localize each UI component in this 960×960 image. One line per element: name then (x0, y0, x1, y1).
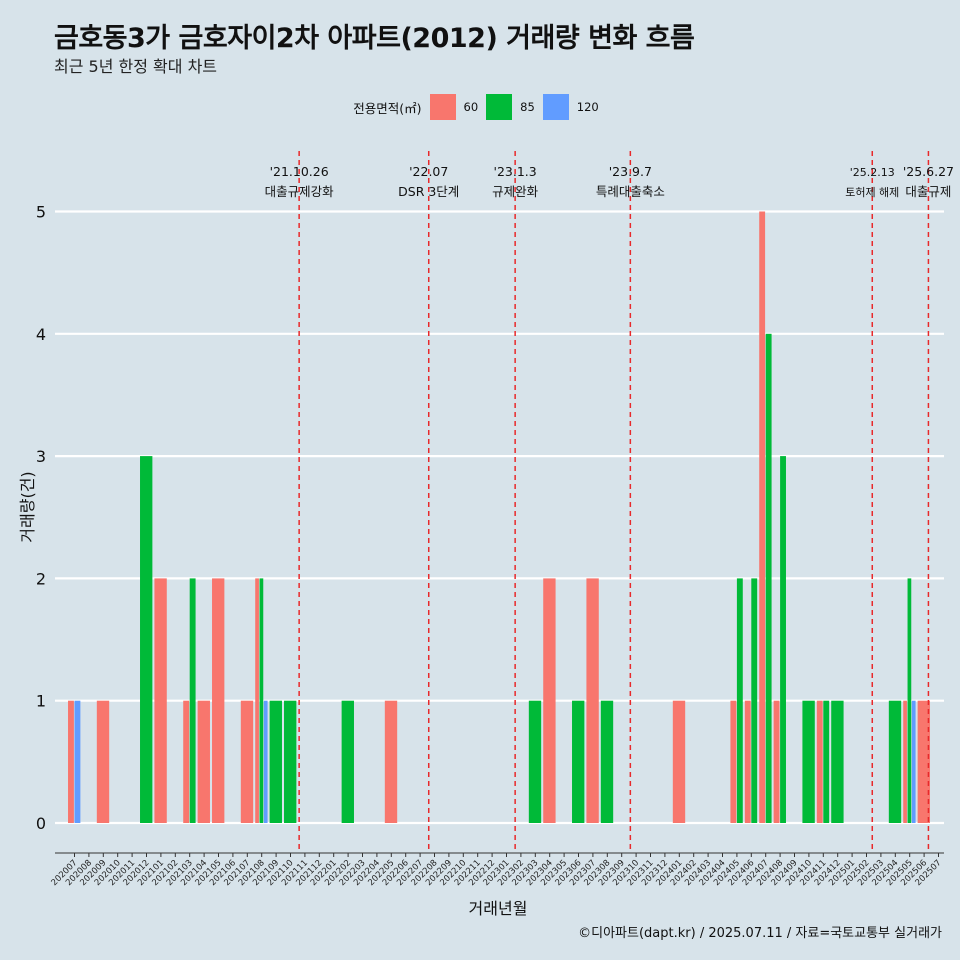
event-label: 규제완화 (492, 184, 539, 199)
bar-60-202007 (68, 700, 74, 823)
event-label: 토허제 해제 (845, 185, 899, 199)
legend-key-120 (542, 94, 569, 120)
bar-60-202103 (183, 700, 190, 823)
bar-120-202505 (911, 700, 916, 823)
bar-85-202108 (259, 578, 264, 823)
bar-60-202205 (384, 700, 398, 823)
legend-item-60: 60 (429, 94, 479, 120)
bar-60-202108 (255, 578, 259, 823)
event-date: '23.9.7 (609, 164, 652, 179)
bar-85-202412 (831, 700, 844, 823)
event-label: 대출규제 (905, 184, 951, 199)
bar-85-202308 (600, 700, 614, 823)
bar-60-202304 (543, 578, 556, 823)
event-label: DSR 3단계 (398, 184, 459, 199)
event-date: '21.10.26 (270, 164, 329, 179)
event-date: '23.1.3 (494, 164, 537, 179)
bar-60-202307 (586, 578, 599, 823)
legend-key-60 (429, 94, 456, 120)
legend: 전용면적(㎡) 60 85 120 (0, 93, 960, 121)
legend-label-85: 85 (520, 100, 535, 114)
bar-60-202104 (197, 700, 210, 823)
bar-60-202406 (744, 700, 751, 823)
bar-85-202411 (823, 700, 830, 823)
y-tick-label: 1 (36, 692, 46, 711)
legend-item-120: 120 (542, 94, 599, 120)
bar-60-202408 (773, 700, 780, 823)
bar-85-202103 (189, 578, 196, 823)
legend-title: 전용면적(㎡) (353, 100, 422, 116)
y-tick-label: 3 (36, 447, 46, 466)
bar-60-202105 (212, 578, 225, 823)
y-axis-title: 거래량(건) (18, 471, 37, 542)
bar-120-202108 (263, 700, 268, 823)
legend-label-120: 120 (576, 100, 599, 114)
chart-subtitle: 최근 5년 한정 확대 차트 (54, 57, 218, 76)
bar-85-202408 (780, 456, 786, 823)
bar-85-202110 (284, 700, 297, 823)
bar-60-202009 (96, 700, 110, 823)
bar-85-202109 (269, 700, 282, 823)
bar-85-202405 (736, 578, 743, 823)
bar-85-202410 (802, 700, 815, 823)
event-date: '22.07 (409, 164, 448, 179)
bar-85-202406 (751, 578, 758, 823)
event-date: '25.2.13 (850, 166, 895, 179)
legend-key-85 (486, 94, 513, 120)
bar-85-202303 (528, 700, 542, 823)
bar-60-202506 (917, 700, 930, 823)
legend-label-60: 60 (463, 100, 479, 114)
y-tick-label: 2 (36, 569, 46, 588)
bar-85-202012 (140, 456, 153, 823)
bar-60-202401 (672, 700, 686, 823)
bar-120-202007 (74, 700, 81, 823)
x-axis-title: 거래년월 (469, 899, 528, 918)
chart-title: 금호동3가 금호자이2차 아파트(2012) 거래량 변화 흐름 (54, 23, 695, 54)
bar-60-202101 (154, 578, 167, 823)
y-tick-label: 5 (36, 203, 46, 222)
y-tick-label: 0 (36, 814, 46, 833)
bar-85-202505 (907, 578, 912, 823)
event-label: 특례대출축소 (596, 184, 665, 199)
bar-60-202411 (816, 700, 823, 823)
legend-item-85: 85 (486, 94, 535, 120)
y-tick-label: 4 (36, 325, 46, 344)
bar-60-202107 (240, 700, 254, 823)
bar-85-202407 (765, 333, 772, 823)
bar-85-202306 (572, 700, 585, 823)
bar-85-202504 (888, 700, 902, 823)
event-label: 대출규제강화 (265, 184, 335, 199)
event-date: '25.6.27 (903, 164, 954, 179)
bar-85-202202 (341, 700, 354, 823)
bar-60-202405 (730, 700, 737, 823)
bar-60-202505 (903, 700, 907, 823)
caption: ©디아파트(dapt.kr) / 2025.07.11 / 자료=국토교통부 실… (578, 926, 942, 941)
bar-60-202407 (759, 211, 766, 823)
